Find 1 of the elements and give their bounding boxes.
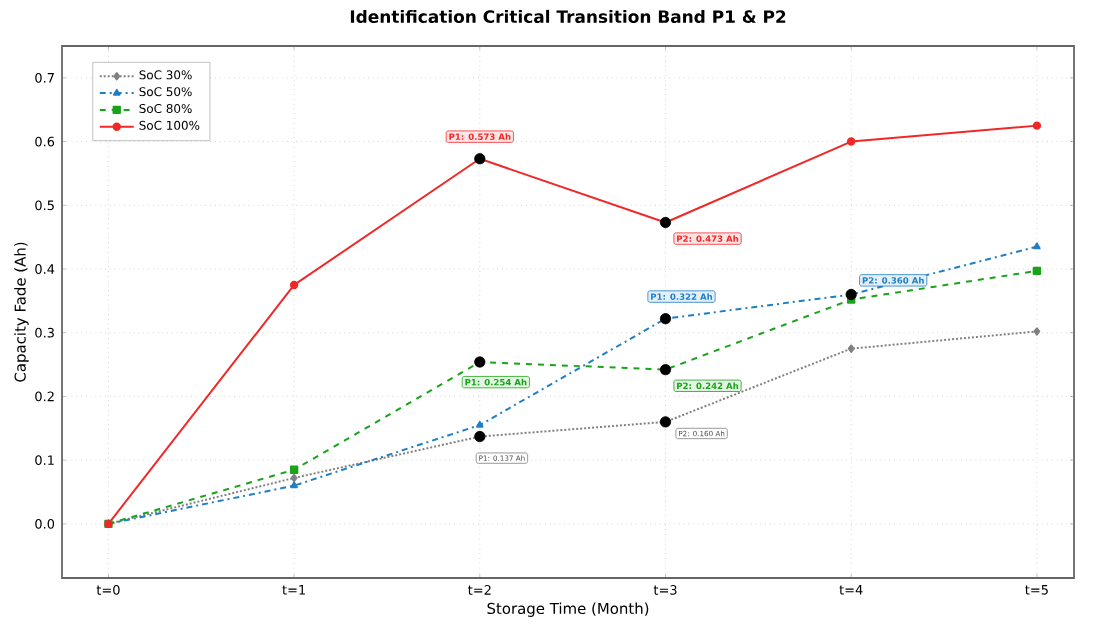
chart-title: Identification Critical Transition Band P1 & P2 bbox=[350, 9, 786, 23]
